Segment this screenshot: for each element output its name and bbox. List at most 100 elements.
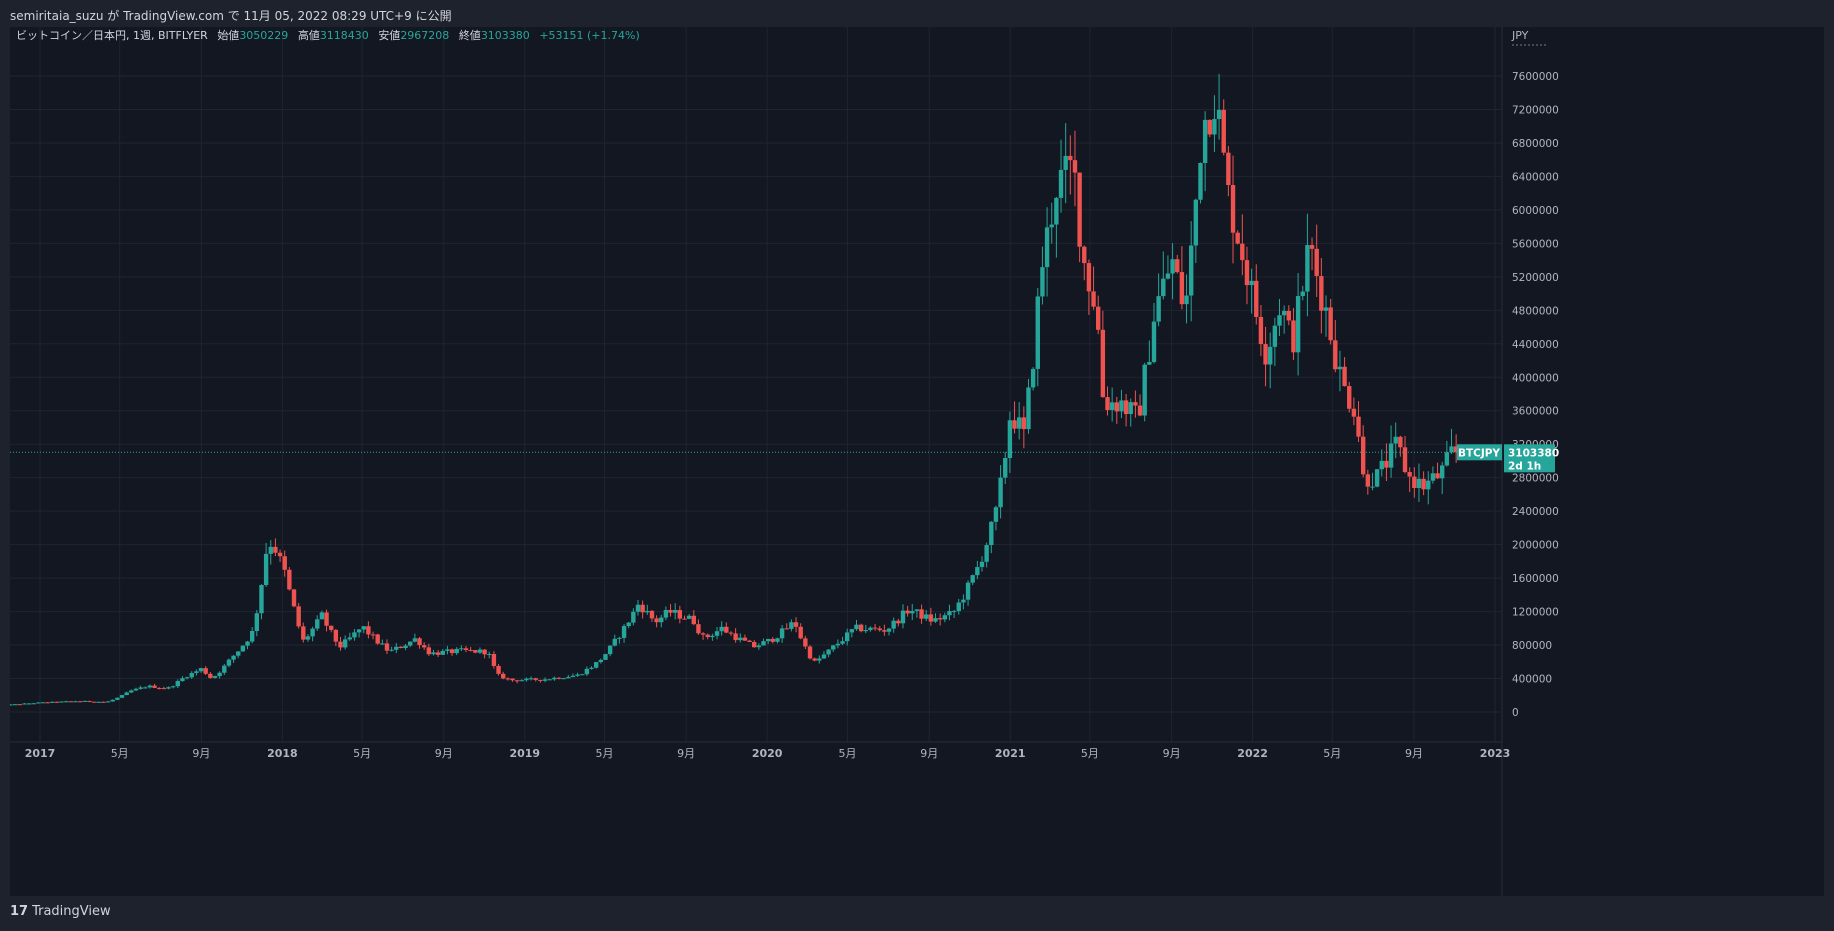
time-axis[interactable]: 2017 5月 9月 2018 5月 9月 2019 5月 9月 2020 5月 9月 2021 5月 9月… bbox=[25, 747, 1511, 760]
candle bbox=[17, 704, 22, 706]
candle-body bbox=[570, 675, 576, 678]
candle-body bbox=[1254, 280, 1259, 317]
candle bbox=[570, 673, 576, 678]
chart-legend[interactable]: ビットコイン／日本円, 1週, BITFLYER 始値3050229 高値311… bbox=[16, 28, 640, 42]
candle bbox=[561, 677, 566, 680]
candle bbox=[765, 638, 771, 645]
candle-body bbox=[1054, 197, 1059, 225]
candle bbox=[1128, 398, 1133, 427]
candle-body bbox=[477, 649, 483, 653]
candle bbox=[724, 622, 729, 634]
candle bbox=[73, 700, 78, 703]
candle bbox=[1123, 393, 1129, 427]
time-tick-label: 5月 bbox=[1323, 747, 1341, 760]
price-chart[interactable]: 0 400000 800000 1200000 1600000 2000000 240000… bbox=[10, 27, 1824, 896]
candle-body bbox=[101, 701, 106, 703]
candle bbox=[366, 621, 371, 639]
candle-body bbox=[347, 637, 352, 640]
candle bbox=[1272, 317, 1278, 366]
candle bbox=[514, 679, 520, 684]
candle-body bbox=[180, 678, 185, 682]
candle bbox=[370, 631, 376, 640]
candle bbox=[482, 649, 487, 659]
candle-body bbox=[733, 633, 738, 641]
candle bbox=[691, 610, 696, 626]
candle bbox=[1379, 449, 1384, 477]
candle-body bbox=[947, 611, 952, 616]
candle-body bbox=[1291, 320, 1296, 353]
candle bbox=[645, 604, 650, 615]
candle bbox=[417, 636, 422, 649]
candle bbox=[1086, 259, 1092, 315]
price-axis[interactable]: 0 400000 800000 1200000 1600000 2000000 240000… bbox=[1512, 71, 1559, 719]
candle-body bbox=[1281, 310, 1287, 316]
candle-body bbox=[1440, 465, 1445, 479]
candle-body bbox=[403, 645, 408, 649]
candle bbox=[110, 699, 115, 702]
candle bbox=[956, 598, 961, 615]
candle-body bbox=[891, 620, 896, 629]
candle-body bbox=[719, 626, 724, 632]
candle-body bbox=[412, 638, 418, 642]
candle-body bbox=[77, 701, 83, 703]
candle-body bbox=[1188, 245, 1194, 296]
tradingview-logo[interactable]: 17 TradingView bbox=[10, 904, 111, 919]
candle bbox=[668, 604, 673, 617]
candle bbox=[394, 643, 399, 654]
candle bbox=[528, 676, 534, 681]
candle bbox=[161, 686, 167, 690]
candle bbox=[733, 628, 738, 643]
candle bbox=[1291, 307, 1296, 360]
candle bbox=[1077, 172, 1082, 263]
candle bbox=[91, 701, 97, 703]
currency-label[interactable]: JPY bbox=[1511, 29, 1529, 42]
candle bbox=[254, 609, 260, 637]
time-tick-label: 5月 bbox=[595, 747, 613, 760]
candle bbox=[477, 647, 483, 655]
candle-body bbox=[645, 610, 650, 613]
candle-body bbox=[1416, 478, 1422, 488]
candle-body bbox=[31, 703, 36, 705]
candle bbox=[375, 633, 380, 645]
candle bbox=[1226, 145, 1231, 197]
candle-body bbox=[942, 615, 948, 620]
price-tag-bg bbox=[1504, 444, 1555, 473]
candle-body bbox=[268, 546, 273, 554]
candle-body bbox=[1263, 344, 1268, 365]
candle-body bbox=[1021, 417, 1027, 430]
candle bbox=[184, 676, 190, 680]
candle-body bbox=[775, 638, 780, 642]
candle bbox=[1109, 387, 1115, 422]
candle bbox=[896, 618, 901, 627]
candle bbox=[979, 556, 985, 572]
candle-body bbox=[133, 688, 139, 691]
candle-body bbox=[454, 648, 459, 654]
candle-body bbox=[324, 612, 329, 626]
candle bbox=[761, 638, 766, 646]
candle-body bbox=[459, 648, 464, 650]
candle bbox=[1156, 273, 1161, 327]
candle bbox=[784, 623, 789, 630]
candle-body bbox=[1082, 246, 1087, 264]
candle bbox=[1347, 382, 1352, 413]
candle bbox=[589, 666, 594, 670]
candle-body bbox=[17, 704, 22, 706]
candle bbox=[659, 614, 664, 628]
candle bbox=[993, 505, 999, 531]
candle bbox=[984, 542, 989, 568]
legend-open-label: 始値 bbox=[217, 28, 239, 42]
chart-area[interactable]: 0 400000 800000 1200000 1600000 2000000 240000… bbox=[10, 27, 1824, 896]
candle bbox=[1430, 466, 1436, 484]
candle-body bbox=[82, 700, 88, 702]
candle-body bbox=[1426, 480, 1431, 490]
candle-body bbox=[273, 546, 278, 553]
candle bbox=[1133, 390, 1138, 418]
price-tick-label: 4400000 bbox=[1512, 339, 1559, 351]
price-tag-value: 3103380 bbox=[1508, 447, 1559, 459]
candle-body bbox=[59, 701, 64, 703]
candle bbox=[863, 624, 868, 634]
current-price-tag[interactable]: BTCJPY 3103380 2d 1h bbox=[1457, 444, 1559, 473]
candle bbox=[449, 648, 455, 656]
candle bbox=[217, 671, 222, 679]
candle bbox=[1337, 350, 1343, 392]
